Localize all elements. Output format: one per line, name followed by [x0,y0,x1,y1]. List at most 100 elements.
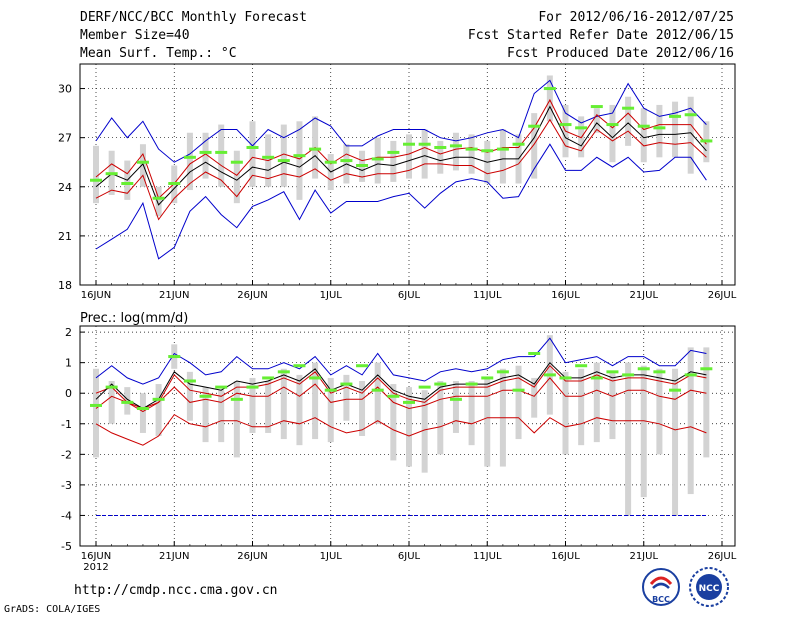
range-bar [640,108,647,163]
member-mark [356,163,369,167]
member-mark [481,376,494,380]
series-line-max [95,337,707,385]
range-bar [515,365,522,440]
member-mark [543,373,556,377]
member-mark [121,182,134,186]
member-mark [575,126,588,130]
bcc-logo-icon: BCC [642,568,680,606]
range-bar [139,144,146,187]
member-mark [356,364,369,368]
member-mark [559,123,572,127]
range-bar [280,124,287,187]
member-mark [653,370,666,374]
member-mark [403,142,415,146]
member-mark [700,367,713,371]
range-bar [390,140,397,182]
member-mark [371,388,384,392]
refer-date: Fcst Started Refer Date 2012/06/15 [467,28,734,43]
y-tick-label: -3 [61,479,72,492]
member-mark [277,370,290,374]
member-mark [121,400,134,404]
member-mark [684,113,697,117]
x-tick-label: 26JUN [237,290,267,300]
member-mark [168,355,181,359]
member-mark [371,157,384,161]
precipitation-chart: -5 -4 -3 -2 -1 0 1 2 16JUN 21JUN 26JUN 1JUL 6JUL 11JU… [61,311,737,570]
member-mark [590,105,603,109]
member-mark [215,385,228,389]
series-line-mean_minus [95,118,707,221]
x-tick-label: 16JUL [551,551,580,562]
member-mark [418,142,431,146]
member-mark [481,149,494,153]
range-bar [452,132,459,171]
range-bar [656,104,663,158]
range-bar [406,134,412,179]
range-bar [296,374,303,446]
x-tick-label: 26JUL [708,290,737,300]
top-variable-label: Mean Surf. Temp.: °C [80,46,237,61]
member-mark [152,397,165,401]
x-tick-label: 16JUN [81,551,111,562]
member-mark [528,352,541,355]
range-bar [578,116,585,158]
series-line-max [95,79,707,163]
series-line-mean_minus [95,377,707,413]
member-mark [684,373,697,377]
member-mark [230,160,243,164]
member-mark [512,388,525,392]
range-bar [155,186,162,217]
x-tick-label: 1JUL [320,290,343,300]
member-mark [277,159,290,163]
member-mark [606,123,619,127]
panel-title: Prec.: log(mm/d) [80,311,188,326]
range-bar [327,377,334,443]
member-mark [528,124,541,128]
y-tick-label: -1 [61,418,72,431]
member-mark [215,150,228,154]
range-bar [593,362,600,443]
member-mark [183,155,196,159]
footer-url[interactable]: http://cmdp.ncc.cma.gov.cn [74,583,278,598]
range-bar [484,377,491,467]
x-year-label: 2012 [83,562,108,570]
series-line-mean [95,105,707,206]
y-tick-label: -5 [61,540,72,553]
member-mark [387,394,400,398]
range-bar [593,108,600,133]
range-bar [249,121,256,187]
header-left: DERF/NCC/BCC Monthly Forecast Member Siz… [80,10,307,64]
y-tick-label: -2 [61,448,72,461]
member-mark [575,364,588,368]
y-tick-label: 24 [58,181,72,194]
y-tick-label: 1 [65,357,72,370]
range-bar [155,384,162,436]
range-bar [233,150,240,204]
member-mark [324,160,337,164]
member-mark [293,364,306,368]
range-bar [280,368,287,440]
range-bar [202,132,209,179]
member-mark [309,147,322,151]
plot-frame [79,325,736,547]
range-bar [531,377,538,418]
member-mark [309,376,322,380]
range-bar [124,387,131,415]
range-bar [625,362,632,516]
member-mark [465,382,478,386]
member-mark [230,397,243,401]
member-mark [622,373,635,377]
x-tick-label: 21JUL [629,551,658,562]
member-mark [637,367,650,371]
x-tick-label: 26JUL [708,551,737,562]
range-bar [139,393,146,433]
produced-date: Fcst Produced Date 2012/06/16 [507,46,734,61]
range-bar [468,134,475,174]
member-mark [590,376,603,380]
range-bar [625,96,632,146]
range-bar [437,140,444,174]
range-bar [437,381,444,455]
member-mark [199,150,212,154]
bcc-logo-text: BCC [652,595,670,604]
x-tick-label: 21JUN [159,551,189,562]
